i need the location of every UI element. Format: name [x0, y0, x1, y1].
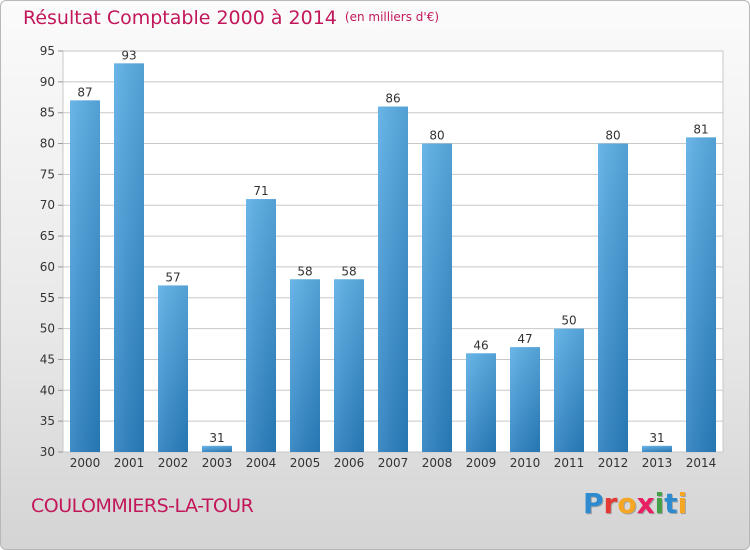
x-tick-label: 2014 — [686, 456, 717, 470]
bar-2009: 46 — [466, 338, 496, 452]
bar-2003: 31 — [202, 431, 232, 452]
logo-letter: i — [654, 487, 665, 520]
bar-value-label: 80 — [605, 129, 620, 143]
bar-2005: 58 — [290, 264, 320, 452]
x-tick-label: 2003 — [202, 456, 233, 470]
logo-letter: r — [603, 487, 618, 520]
y-tick-label: 60 — [40, 260, 55, 274]
bar-value-label: 81 — [693, 122, 708, 136]
bar-2000: 87 — [70, 85, 100, 452]
y-tick-label: 55 — [40, 291, 55, 305]
x-tick-label: 2007 — [378, 456, 409, 470]
bar-value-label: 46 — [473, 338, 488, 352]
bar-value-label: 57 — [165, 270, 180, 284]
y-tick-label: 35 — [40, 414, 55, 428]
y-tick-label: 90 — [40, 75, 55, 89]
bar-shade — [554, 328, 584, 452]
bar-value-label: 71 — [253, 184, 268, 198]
bar-2002: 57 — [158, 270, 188, 452]
x-tick-label: 2009 — [466, 456, 497, 470]
y-tick-label: 70 — [40, 198, 55, 212]
bar-2013: 31 — [642, 431, 672, 452]
bar-shade — [114, 63, 144, 452]
bar-shade — [246, 199, 276, 452]
logo-letter: i — [677, 487, 688, 520]
proxiti-logo: Proxiti — [583, 487, 687, 520]
x-tick-label: 2000 — [70, 456, 101, 470]
bar-value-label: 80 — [429, 129, 444, 143]
logo-letter: x — [636, 487, 655, 520]
bar-2010: 47 — [510, 332, 540, 452]
bar-value-label: 58 — [341, 264, 356, 278]
bar-2006: 58 — [334, 264, 364, 452]
town-name: COULOMMIERS-LA-TOUR — [31, 495, 254, 517]
bar-value-label: 31 — [649, 431, 664, 445]
chart-title: Résultat Comptable 2000 à 2014 (en millie… — [23, 7, 439, 29]
logo-letter: P — [583, 487, 604, 520]
x-tick-label: 2010 — [510, 456, 541, 470]
bar-shade — [378, 106, 408, 453]
y-tick-label: 80 — [40, 137, 55, 151]
x-axis: 2000 2001 2002 2003 2004 2005 2006 2007 2008 2009… — [70, 456, 717, 470]
x-tick-label: 2006 — [334, 456, 365, 470]
bar-shade — [70, 100, 100, 452]
bar-shade — [202, 445, 232, 452]
bar-value-label: 87 — [77, 85, 92, 99]
bar-2004: 71 — [246, 184, 276, 452]
x-tick-label: 2011 — [554, 456, 585, 470]
bar-shade — [510, 347, 540, 452]
bars: 87 93 57 31 71 58 58 86 80 46 47 50 80 31 81 — [70, 48, 716, 453]
bar-shade — [466, 353, 496, 452]
y-tick-label: 65 — [40, 229, 55, 243]
bar-shade — [642, 445, 672, 452]
bar-value-label: 47 — [517, 332, 532, 346]
bar-2007: 86 — [378, 92, 408, 453]
bar-2011: 50 — [554, 314, 584, 452]
bar-value-label: 93 — [121, 48, 136, 62]
x-tick-label: 2008 — [422, 456, 453, 470]
x-tick-label: 2001 — [114, 456, 145, 470]
bar-value-label: 86 — [385, 92, 400, 106]
bar-shade — [422, 143, 452, 453]
bar-shade — [158, 285, 188, 452]
bar-value-label: 31 — [209, 431, 224, 445]
chart-unit-note: (en milliers d'€) — [344, 10, 440, 24]
x-tick-label: 2013 — [642, 456, 673, 470]
x-tick-label: 2005 — [290, 456, 321, 470]
bar-shade — [290, 279, 320, 452]
y-tick-label: 75 — [40, 167, 55, 181]
logo-letter: o — [617, 487, 637, 520]
y-tick-label: 40 — [40, 383, 55, 397]
bar-shade — [686, 137, 716, 452]
x-tick-label: 2002 — [158, 456, 189, 470]
bar-shade — [334, 279, 364, 452]
x-tick-label: 2004 — [246, 456, 277, 470]
bar-2012: 80 — [598, 129, 628, 453]
bar-shade — [598, 143, 628, 453]
y-tick-label: 85 — [40, 106, 55, 120]
bar-2014: 81 — [686, 122, 716, 452]
y-tick-label: 95 — [40, 44, 55, 58]
bar-2001: 93 — [114, 48, 144, 452]
chart-title-text: Résultat Comptable 2000 à 2014 — [23, 7, 337, 29]
logo-letter: t — [664, 487, 678, 520]
y-tick-label: 30 — [40, 445, 55, 459]
bar-value-label: 50 — [561, 314, 576, 328]
y-tick-label: 50 — [40, 322, 55, 336]
bar-2008: 80 — [422, 129, 452, 453]
y-axis: 30 35 40 45 50 55 60 65 70 75 80 85 90 95 — [40, 44, 63, 459]
x-tick-label: 2012 — [598, 456, 629, 470]
y-tick-label: 45 — [40, 352, 55, 366]
bar-value-label: 58 — [297, 264, 312, 278]
